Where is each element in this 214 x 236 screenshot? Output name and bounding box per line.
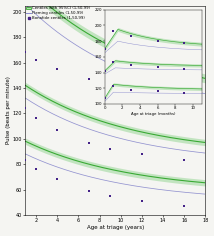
Point: [87, 141, 91, 144]
Point: [108, 194, 112, 198]
Point: [24, 158, 27, 162]
Point: [55, 177, 59, 181]
Point: [108, 81, 112, 85]
X-axis label: Age at triage (years): Age at triage (years): [87, 225, 144, 230]
Point: [183, 204, 186, 208]
Point: [140, 199, 144, 203]
Point: [183, 158, 186, 162]
Legend: Centiles with 95%CI (1,50,99), Fleming centiles (1,50,99), Bonafide centiles (1,: Centiles with 95%CI (1,50,99), Fleming c…: [26, 6, 91, 20]
Point: [140, 152, 144, 156]
Y-axis label: Pulse (beats per minute): Pulse (beats per minute): [6, 76, 10, 144]
Point: [34, 167, 38, 171]
Point: [87, 77, 91, 81]
Point: [24, 51, 27, 54]
Point: [34, 117, 38, 120]
Point: [108, 147, 112, 151]
Point: [34, 58, 38, 62]
Point: [55, 67, 59, 71]
Point: [87, 189, 91, 193]
Point: [24, 106, 27, 110]
Point: [183, 96, 186, 100]
Point: [55, 128, 59, 132]
Point: [140, 85, 144, 89]
